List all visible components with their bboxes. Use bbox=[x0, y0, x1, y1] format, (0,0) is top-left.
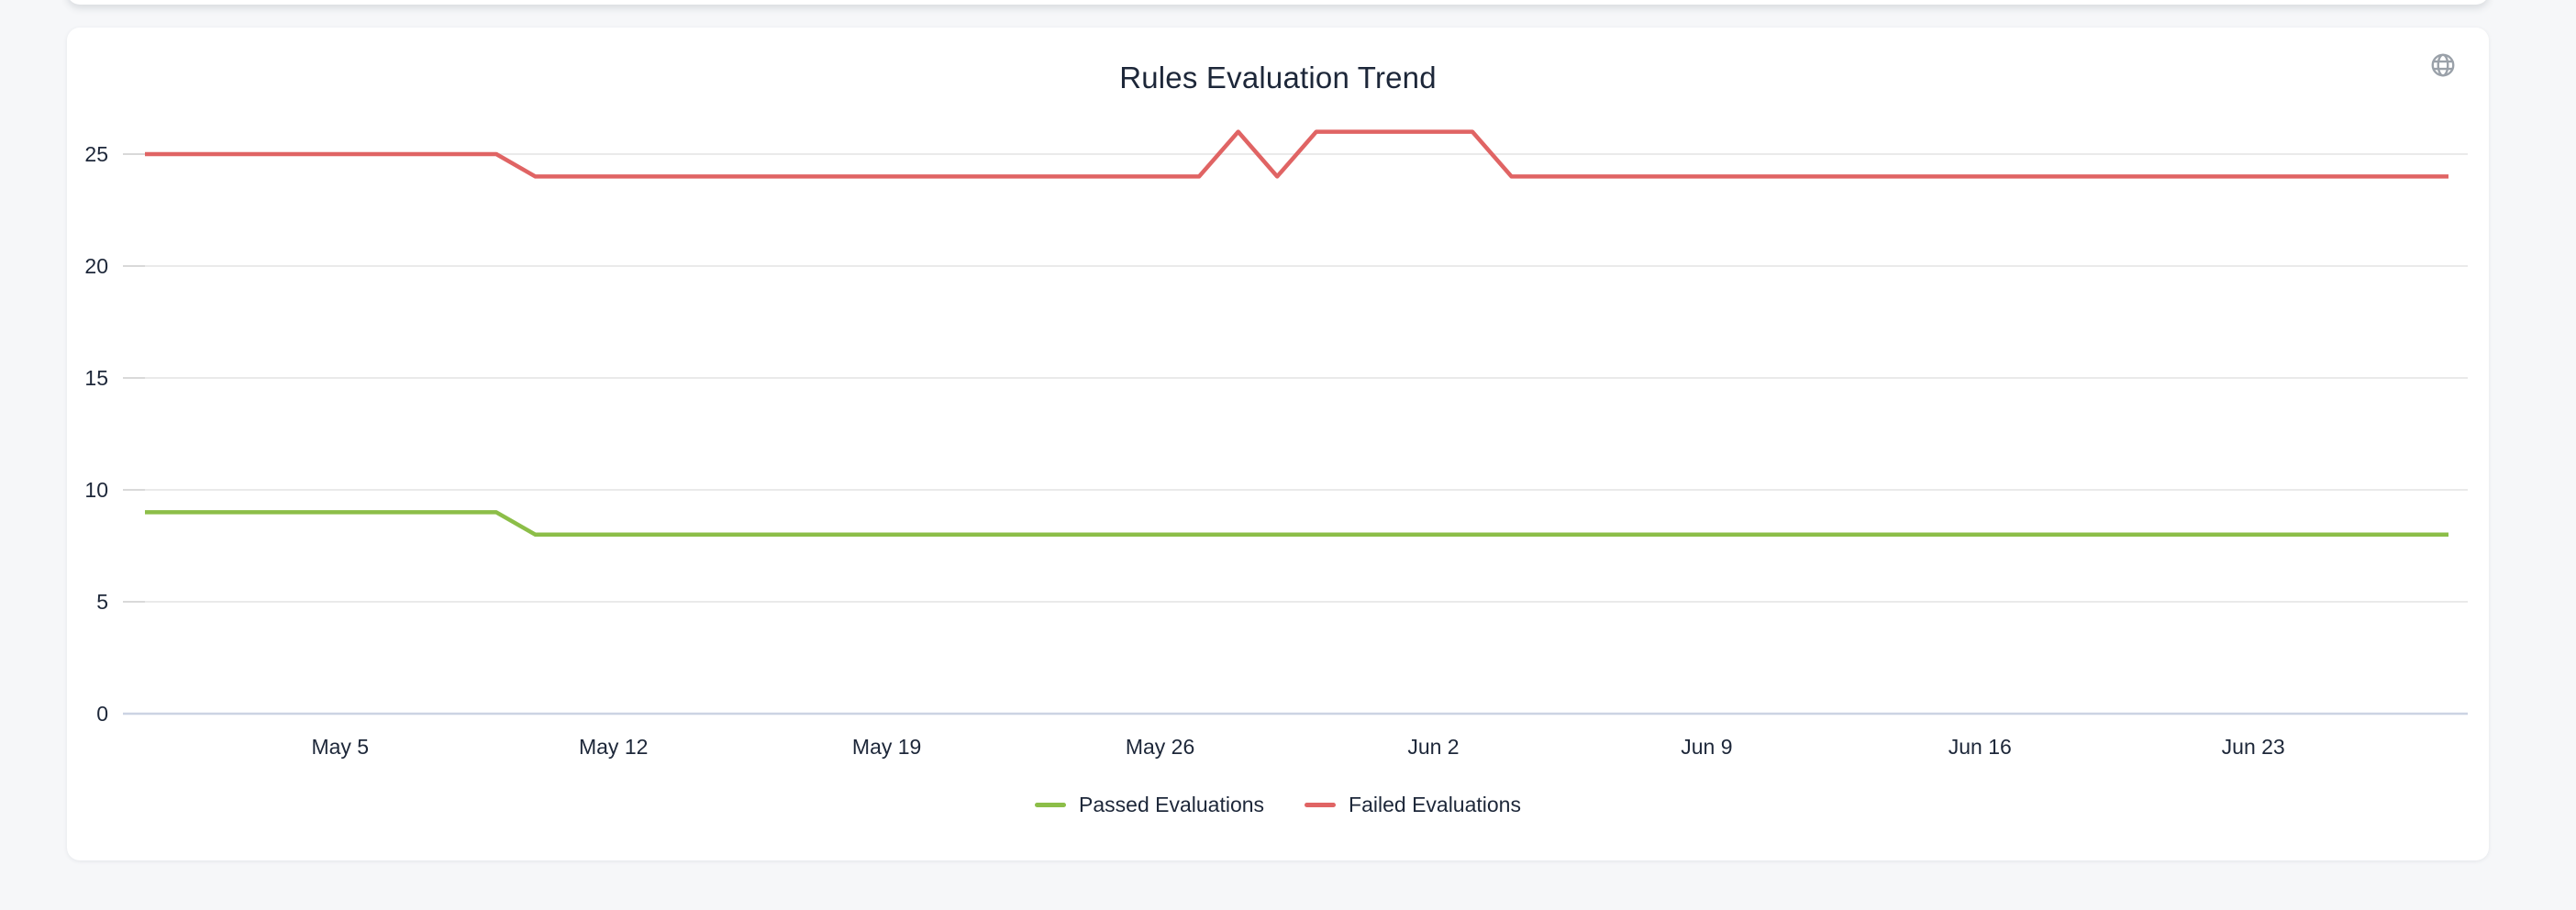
chart-legend: Passed Evaluations Failed Evaluations bbox=[67, 793, 2489, 817]
legend-label-failed: Failed Evaluations bbox=[1349, 793, 1521, 816]
previous-card-bottom-edge bbox=[67, 0, 2489, 5]
legend-item-passed[interactable]: Passed Evaluations bbox=[1035, 793, 1264, 817]
legend-item-failed[interactable]: Failed Evaluations bbox=[1305, 793, 1521, 817]
rules-evaluation-trend-card bbox=[67, 28, 2489, 860]
globe-icon[interactable] bbox=[2427, 50, 2459, 81]
chart-title: Rules Evaluation Trend bbox=[1119, 61, 1437, 94]
failed-series-swatch bbox=[1305, 803, 1337, 807]
legend-label-passed: Passed Evaluations bbox=[1079, 793, 1265, 816]
globe-icon-glyph bbox=[2431, 53, 2455, 77]
passed-series-swatch bbox=[1035, 803, 1067, 807]
